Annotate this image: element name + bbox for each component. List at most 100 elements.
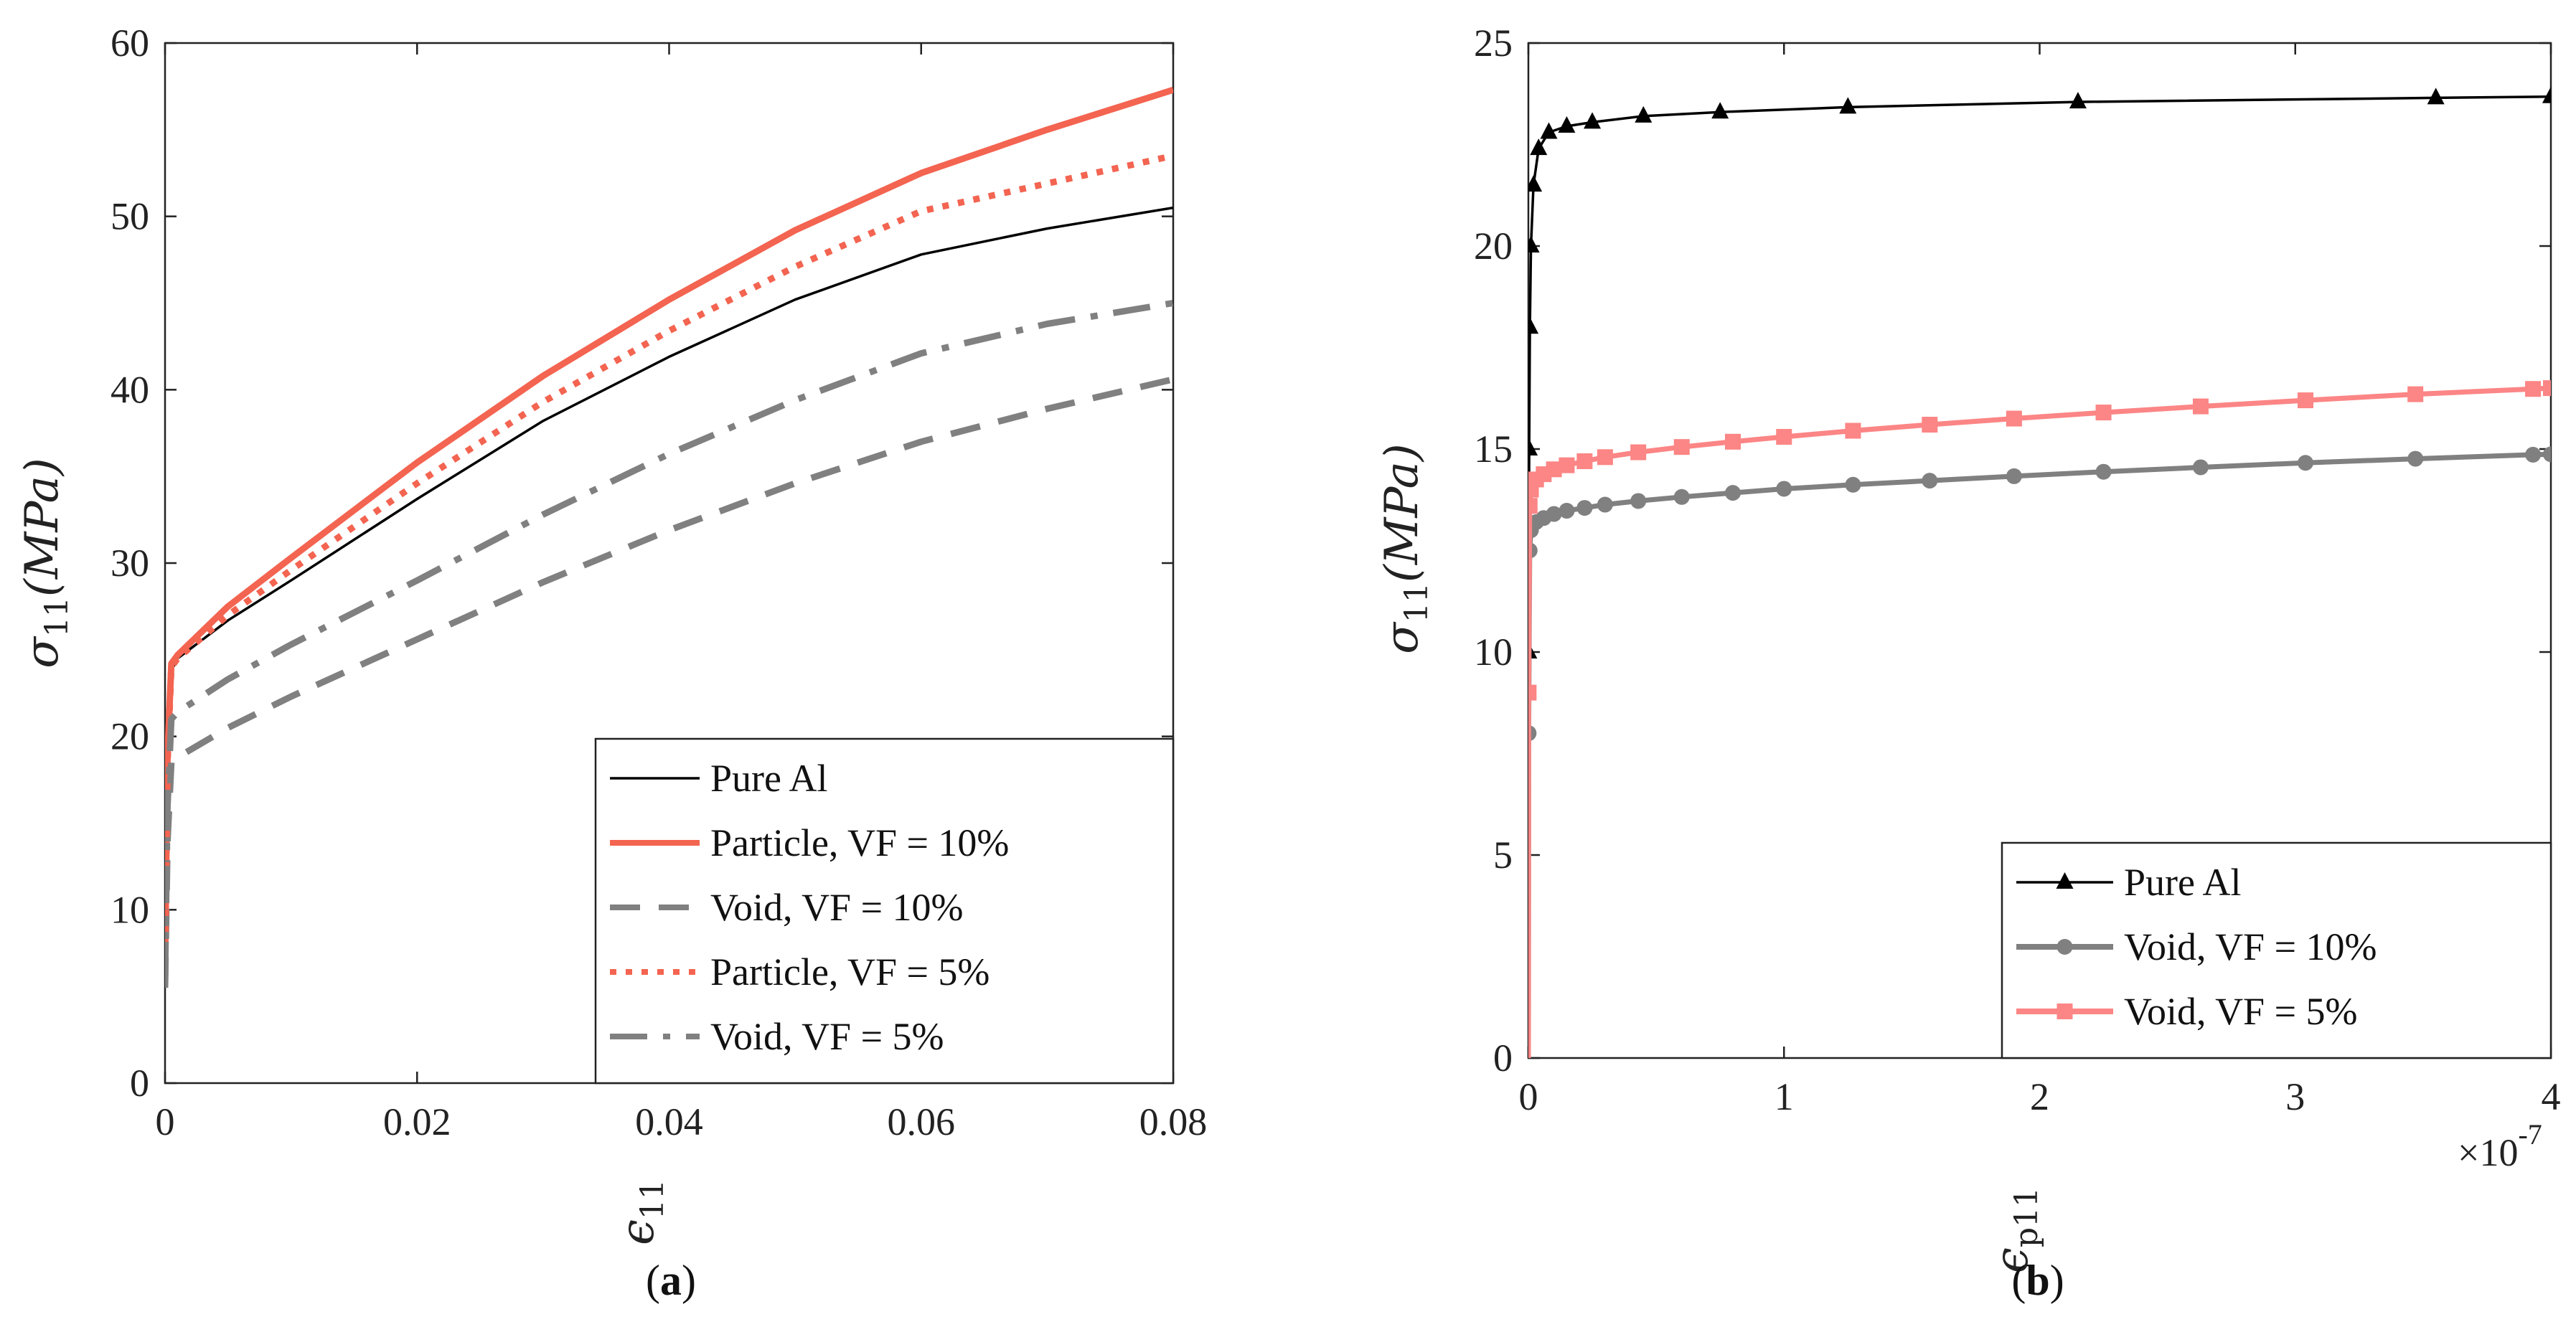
data-point bbox=[1922, 417, 1938, 433]
data-point bbox=[1630, 444, 1647, 461]
data-point bbox=[1725, 485, 1741, 501]
data-point bbox=[1528, 175, 1543, 192]
data-point bbox=[2427, 88, 2445, 105]
legend-entry: Void, VF = 10% bbox=[710, 886, 964, 929]
x-tick-label: 2 bbox=[2030, 1075, 2049, 1118]
data-point bbox=[1635, 105, 1653, 123]
data-point bbox=[1546, 506, 1562, 522]
data-point bbox=[2095, 405, 2112, 421]
data-point bbox=[1558, 116, 1576, 133]
data-point bbox=[1559, 457, 1575, 473]
y-tick-label: 60 bbox=[111, 22, 149, 65]
panel-caption: (a) bbox=[646, 1257, 696, 1304]
data-point bbox=[2543, 380, 2551, 397]
data-point bbox=[2095, 463, 2112, 480]
panel-caption: (b) bbox=[2011, 1257, 2064, 1304]
panel-a: 0 0.02 0.04 0.06 0.08 0 10 20 30 40 50 60 σ11(MPa) ϵ1… bbox=[16, 22, 1207, 1304]
y-tick-label: 0 bbox=[130, 1062, 149, 1105]
undefined: ϵ11 bbox=[611, 1179, 671, 1245]
data-point bbox=[1528, 439, 1538, 455]
legend-entry: Pure Al bbox=[710, 757, 828, 800]
y-tick-label: 5 bbox=[1493, 833, 1513, 877]
data-point bbox=[1630, 493, 1647, 509]
data-point bbox=[2525, 381, 2542, 397]
data-point bbox=[1528, 317, 1539, 334]
data-point bbox=[1540, 122, 1558, 139]
data-point bbox=[1776, 481, 1792, 497]
data-point bbox=[1528, 236, 1540, 252]
y-tick-label: 50 bbox=[111, 195, 149, 238]
x-tick-label: 0.06 bbox=[888, 1100, 956, 1143]
series-line-0 bbox=[1528, 95, 2551, 1058]
legend-marker bbox=[2056, 1003, 2073, 1019]
legend-box bbox=[594, 737, 1175, 1085]
x-tick-label: 4 bbox=[2542, 1075, 2561, 1118]
data-point bbox=[1584, 112, 1602, 129]
series-line-4 bbox=[165, 300, 1173, 980]
y-tick-label: 40 bbox=[111, 368, 149, 411]
data-point bbox=[1559, 503, 1575, 519]
data-point bbox=[1711, 102, 1729, 119]
data-point bbox=[1845, 476, 1861, 493]
data-point bbox=[1528, 498, 1538, 514]
x-tick-label: 1 bbox=[1774, 1075, 1794, 1118]
series-line-2 bbox=[165, 376, 1173, 988]
data-point bbox=[1845, 422, 1861, 439]
data-point bbox=[2192, 459, 2209, 476]
data-point bbox=[2298, 455, 2313, 471]
data-point bbox=[1776, 429, 1792, 445]
data-point bbox=[1673, 488, 1690, 505]
data-point bbox=[1530, 138, 1548, 156]
undefined: σ11(MPa) bbox=[16, 458, 75, 669]
data-point bbox=[2407, 386, 2424, 402]
y-tick-label: 30 bbox=[111, 542, 149, 585]
series-line-1 bbox=[165, 87, 1173, 971]
series-group bbox=[165, 87, 1173, 988]
series-line-3 bbox=[165, 152, 1173, 980]
undefined: σ11(MPa) bbox=[1376, 443, 1435, 654]
data-point bbox=[1673, 439, 1690, 455]
data-point bbox=[2542, 86, 2551, 103]
x-tick-label: 0.08 bbox=[1139, 1100, 1208, 1143]
data-point bbox=[1922, 473, 1938, 489]
x-tick-label: 0 bbox=[156, 1100, 175, 1143]
data-point bbox=[1839, 97, 1857, 114]
y-tick-label: 20 bbox=[1474, 225, 1513, 268]
data-point bbox=[2006, 468, 2022, 484]
legend-entry: Pure Al bbox=[2124, 861, 2242, 904]
data-point bbox=[1597, 449, 1613, 466]
y-tick-label: 25 bbox=[1474, 22, 1513, 65]
data-point bbox=[1546, 461, 1562, 478]
data-point bbox=[2006, 410, 2022, 427]
legend-entry: Particle, VF = 10% bbox=[710, 821, 1009, 864]
data-point bbox=[1597, 496, 1613, 513]
legend-entry: Void, VF = 5% bbox=[2124, 990, 2358, 1033]
undefined: ϵp11 bbox=[1985, 1187, 2045, 1273]
y-tick-label: 0 bbox=[1493, 1036, 1513, 1080]
data-point bbox=[2069, 92, 2087, 109]
data-point bbox=[1576, 453, 1593, 469]
data-point bbox=[2525, 446, 2542, 463]
data-point bbox=[1725, 433, 1741, 450]
data-point bbox=[1528, 684, 1537, 701]
legend-entry: Void, VF = 5% bbox=[710, 1015, 944, 1058]
data-point bbox=[2192, 398, 2209, 415]
x-tick-label: 0.04 bbox=[635, 1100, 703, 1143]
legend-entry: Particle, VF = 5% bbox=[710, 950, 989, 993]
y-tick-label: 15 bbox=[1474, 428, 1513, 471]
legend-box bbox=[2001, 841, 2552, 1059]
legend-entry: Void, VF = 10% bbox=[2124, 925, 2377, 968]
y-tick-label: 10 bbox=[111, 888, 149, 931]
data-point bbox=[2543, 446, 2551, 463]
x-multiplier: ×10-7 bbox=[2458, 1118, 2542, 1174]
panel-b: 0 1 2 3 4 0 5 10 15 20 25 ×10-7 σ11(MPa) ϵp11 Pure Al V… bbox=[1376, 22, 2561, 1304]
data-point bbox=[1576, 500, 1593, 516]
legend-marker bbox=[2056, 872, 2074, 889]
data-point bbox=[2407, 450, 2424, 467]
x-tick-label: 3 bbox=[2285, 1075, 2305, 1118]
legend-marker bbox=[2056, 939, 2073, 955]
y-tick-label: 10 bbox=[1474, 631, 1513, 674]
series-group bbox=[1528, 86, 2551, 1058]
y-tick-label: 20 bbox=[111, 715, 149, 758]
